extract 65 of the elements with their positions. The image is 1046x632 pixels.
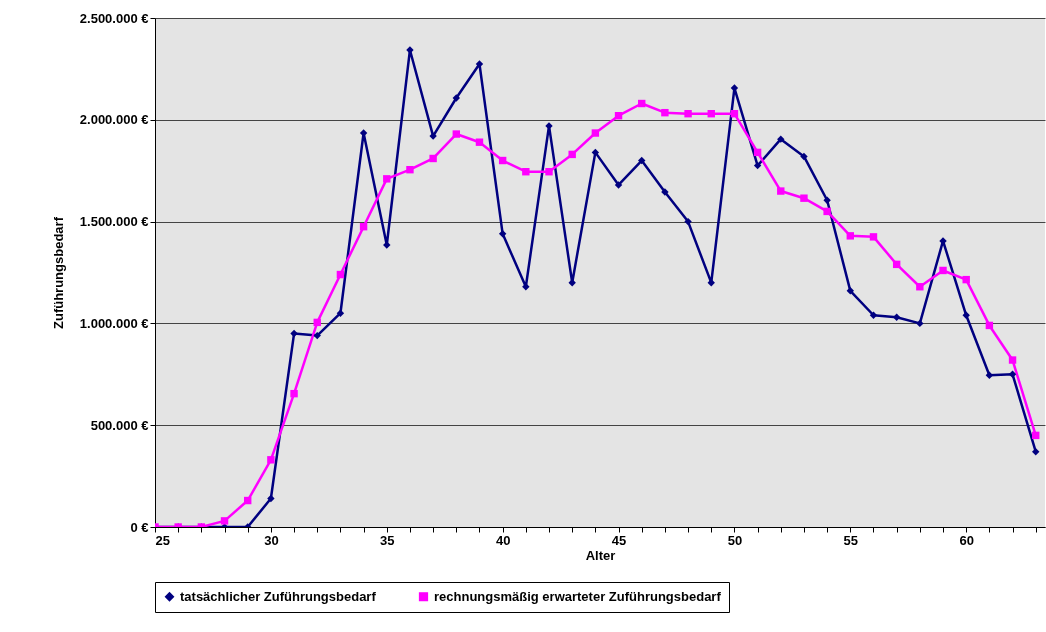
legend-label: rechnungsmäßig erwarteter Zuführungsbedarf [434,588,722,604]
point [591,129,600,137]
point [846,287,855,295]
y-tick-label: 500.000 € [90,417,149,433]
x-tick-label: 40 [495,532,511,548]
y-tick-label: 0 € [130,519,149,535]
y-tick-label: 2.000.000 € [79,112,149,128]
point [823,196,831,204]
point [939,266,947,275]
point [522,168,530,176]
x-tick-label: 55 [843,532,859,548]
point [962,311,970,319]
x-tick-label: 30 [264,532,279,548]
point [1008,370,1017,379]
point [800,194,808,202]
point [846,232,855,240]
point [684,109,692,118]
x-tick-label: 25 [155,532,170,548]
point [661,108,669,117]
point [267,456,275,464]
point [383,175,391,183]
point [753,161,762,170]
point [1032,447,1040,456]
point [336,309,345,317]
point [290,389,298,398]
point [892,313,901,321]
point [522,283,530,291]
point [800,152,808,161]
y-axis-title: Zuführungsbedarf [50,216,66,329]
x-tick-label: 45 [611,532,627,548]
point [429,154,437,163]
point [406,165,414,174]
x-tick-label: 50 [727,532,743,548]
x-tick-label: 35 [380,532,395,548]
point [475,138,484,146]
x-axis-title: Alter [585,547,616,563]
point [869,233,878,241]
point [452,94,461,102]
point [290,329,298,338]
point [985,371,994,380]
point [568,150,576,159]
y-tick-label: 2.500.000 € [79,10,149,26]
point [916,283,924,291]
point [545,168,553,176]
point [220,517,229,525]
point [614,181,623,189]
point [962,275,970,284]
point [684,217,692,226]
point [916,319,924,328]
point [777,135,785,143]
point [267,494,275,503]
point [638,156,646,165]
point [452,130,461,138]
legend-label: tatsächlicher Zuführungsbedarf [180,588,377,604]
point [498,230,507,238]
point [359,129,368,137]
y-tick-label: 1.500.000 € [79,214,149,230]
x-tick-label: 60 [959,532,974,548]
point [313,331,321,340]
point [1008,356,1017,364]
point [730,84,739,92]
point [777,187,785,195]
point [869,311,878,319]
y-tick-label: 1.000.000 € [79,315,149,331]
point [823,207,831,216]
